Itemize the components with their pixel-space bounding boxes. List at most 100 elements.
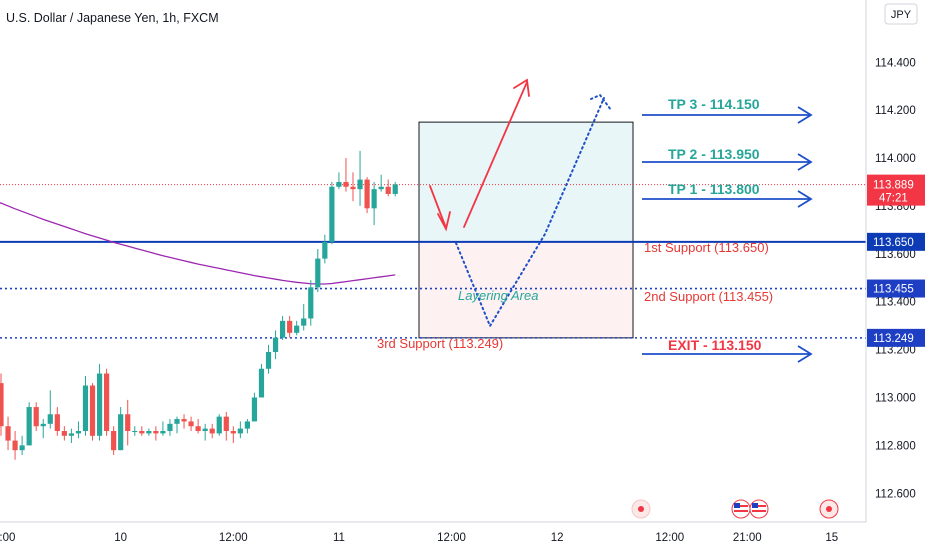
candle-body — [89, 385, 96, 436]
candle-body — [350, 186, 356, 190]
drawings — [429, 78, 813, 363]
y-tick-label: 112.800 — [875, 440, 916, 452]
candle-body — [230, 431, 236, 434]
candle-body — [174, 419, 180, 424]
candle-body — [82, 385, 89, 432]
event-markers[interactable] — [631, 499, 839, 519]
candle-body — [40, 423, 46, 427]
candle-body — [251, 397, 258, 422]
candle-body — [0, 383, 4, 427]
candle-body — [12, 440, 18, 451]
x-tick-label: 12:00 — [437, 532, 466, 544]
candle-body — [167, 423, 173, 432]
x-tick-label: 12:00 — [655, 532, 684, 544]
candle-body — [223, 416, 229, 432]
candle-body — [139, 431, 145, 434]
x-tick-label: 21:00 — [733, 532, 762, 544]
currency-badge[interactable]: JPY — [884, 3, 918, 25]
candle-body — [280, 320, 286, 338]
price-levels — [0, 184, 866, 339]
candle-body — [343, 181, 349, 187]
target-arrow-head — [797, 345, 813, 363]
candle-body — [371, 189, 377, 209]
candle-body — [96, 373, 103, 436]
candle-body — [329, 186, 335, 242]
x-tick-label: 12 — [551, 532, 564, 544]
countdown-label: 47:21 — [879, 193, 908, 205]
level-badge — [867, 279, 925, 298]
tp1-label: TP 1 - 113.800 — [668, 181, 760, 197]
candle-body — [61, 431, 67, 436]
us-flag-icon[interactable] — [749, 499, 769, 519]
candle-body — [47, 414, 53, 424]
ma-line — [0, 202, 396, 285]
us-flag-icon[interactable] — [731, 499, 751, 519]
candle-body — [188, 421, 194, 427]
red-arrow-up-head — [513, 78, 530, 97]
level-badge-label: 113.455 — [873, 284, 914, 296]
target-arrow-head — [797, 153, 813, 171]
current-price-badge — [867, 174, 925, 206]
candle-body — [357, 179, 363, 190]
y-tick-label: 112.600 — [875, 488, 916, 500]
support1-label: 1st Support (113.650) — [644, 240, 769, 255]
candle-body — [216, 416, 222, 434]
y-tick-label: 114.400 — [875, 57, 916, 69]
candle-body — [308, 287, 314, 319]
red-arrow-down — [429, 185, 447, 229]
event-icon[interactable] — [631, 499, 651, 519]
candle-body — [5, 426, 11, 441]
target-arrow-head — [797, 106, 813, 124]
y-tick-label: 114.000 — [875, 153, 916, 165]
candle-body — [258, 368, 265, 398]
candle-body — [111, 431, 117, 451]
candle-body — [322, 241, 328, 259]
level-badge-label: 113.650 — [873, 237, 914, 249]
target-arrow-head — [797, 190, 813, 208]
candle-body — [336, 181, 342, 187]
support3-label: 3rd Support (113.249) — [377, 336, 503, 351]
candle-body — [392, 184, 398, 194]
x-tick-label: 15 — [825, 532, 838, 544]
candle-body — [125, 414, 131, 432]
moving-average — [0, 202, 396, 285]
tp2-label: TP 2 - 113.950 — [668, 146, 760, 162]
candle-body — [146, 431, 152, 434]
currency-label: JPY — [891, 9, 912, 21]
x-tick-label: 10 — [114, 532, 127, 544]
candle-body — [26, 407, 32, 446]
candle-body — [378, 186, 384, 190]
candle-body — [153, 431, 159, 434]
x-tick-label: 12:00 — [219, 532, 248, 544]
candle-body — [294, 325, 300, 333]
candle-body — [54, 414, 60, 432]
candle-body — [209, 428, 215, 434]
x-axis[interactable]: 12:00 10 12:00 11 12:00 12 12:00 21:00 15 — [0, 532, 838, 544]
y-tick-label: 113.200 — [875, 345, 916, 357]
candle-body — [195, 426, 201, 432]
candle-body — [287, 320, 293, 333]
candle-body — [385, 186, 391, 194]
candles — [0, 150, 398, 460]
event-icon[interactable] — [819, 499, 839, 519]
candle-body — [68, 433, 74, 436]
zone-boxes — [418, 121, 634, 339]
candle-body — [104, 373, 110, 432]
level-badge — [867, 328, 925, 347]
y-tick-label: 113.400 — [875, 297, 916, 309]
candle-body — [364, 179, 370, 209]
candle-body — [315, 258, 321, 288]
level-badge-label: 113.249 — [873, 333, 914, 345]
candle-body — [244, 421, 250, 429]
candle-body — [75, 431, 82, 434]
candle-body — [160, 431, 166, 434]
chart-title: U.S. Dollar / Japanese Yen, 1h, FXCM — [6, 11, 219, 25]
current-price-label: 113.889 — [873, 180, 914, 192]
candle-body — [19, 445, 25, 451]
y-axis[interactable]: 114.400114.200114.000113.800113.600113.4… — [875, 57, 916, 500]
y-tick-label: 113.600 — [875, 249, 916, 261]
red-arrow-down-head — [437, 211, 451, 232]
red-arrow-up — [463, 81, 528, 228]
